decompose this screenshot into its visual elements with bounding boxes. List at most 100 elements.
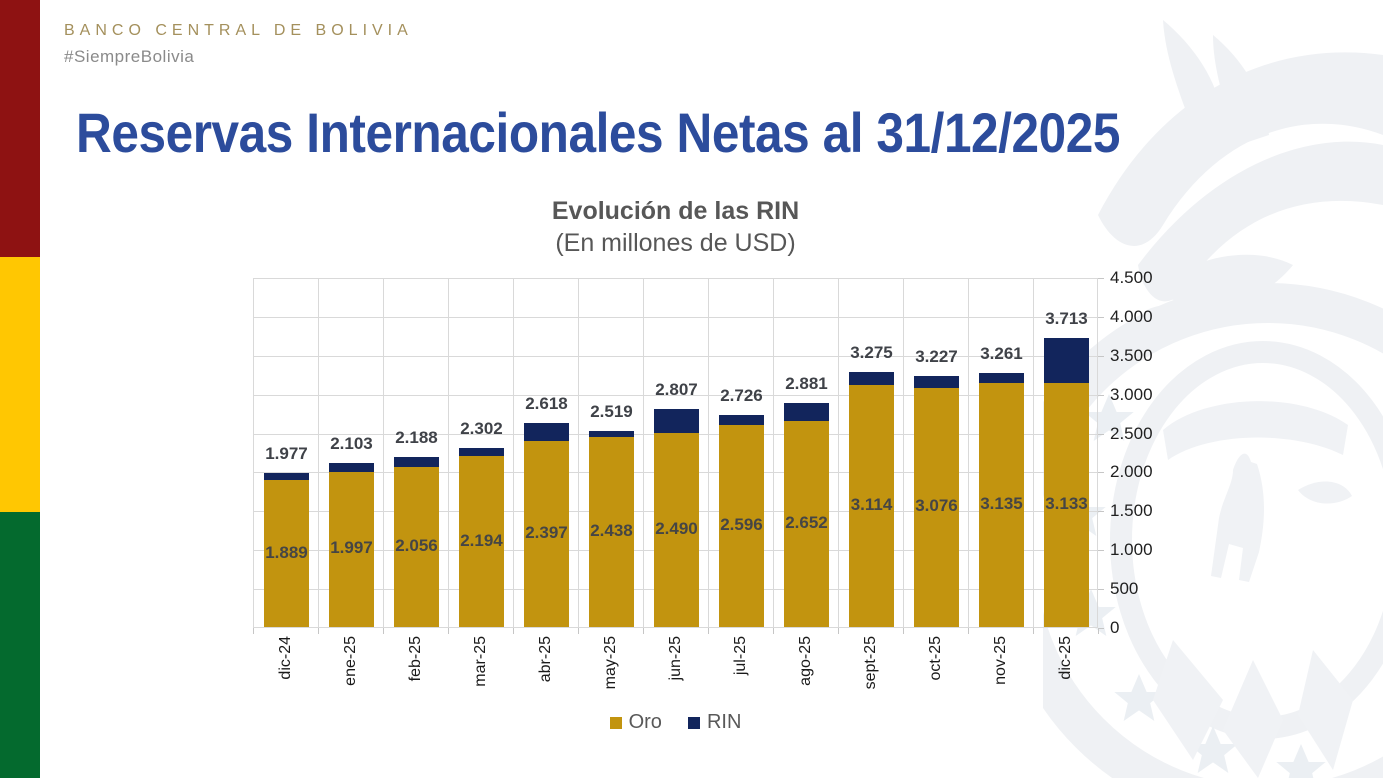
- v-gridline: [903, 279, 904, 627]
- v-gridline: [773, 279, 774, 627]
- legend-label: Oro: [628, 711, 662, 733]
- y-axis-label: 1.000: [1110, 540, 1153, 560]
- v-gridline: [383, 279, 384, 627]
- x-axis-label: mar-25: [471, 636, 489, 687]
- x-axis-label: sept-25: [861, 636, 879, 690]
- x-axis-tick: [643, 628, 644, 634]
- bar-oro-segment: [589, 437, 634, 627]
- v-gridline: [708, 279, 709, 627]
- v-gridline: [643, 279, 644, 627]
- x-axis-label: feb-25: [406, 636, 424, 682]
- bar-rin-segment: [264, 473, 309, 481]
- bar-rin-segment: [524, 423, 569, 441]
- v-gridline: [513, 279, 514, 627]
- bar-total-label: 3.227: [915, 347, 958, 367]
- bar-total-label: 2.881: [785, 373, 828, 393]
- legend-label: RIN: [706, 711, 742, 733]
- bar-rin-segment: [589, 431, 634, 438]
- v-gridline: [318, 279, 319, 627]
- bar-total-label: 2.302: [460, 418, 503, 438]
- page-title: Reservas Internacionales Netas al 31/12/…: [76, 101, 1120, 164]
- legend-item: Oro: [609, 711, 662, 734]
- v-gridline: [838, 279, 839, 627]
- bar-oro-segment: [849, 384, 894, 627]
- x-axis-tick: [773, 628, 774, 634]
- bar-oro-label: 3.133: [1045, 494, 1088, 514]
- bar-oro-label: 2.397: [525, 522, 568, 542]
- y-axis-label: 3.500: [1110, 345, 1153, 365]
- y-axis-tick: [1098, 550, 1104, 552]
- plot-area: 1.977 1.889 2.103 1.997 2.188 2.056 2.302 2.194…: [253, 278, 1098, 628]
- bar-rin-segment: [459, 447, 504, 457]
- x-axis-label: jun-25: [666, 636, 684, 681]
- brand-tagline: #SiempreBolivia: [64, 47, 195, 66]
- bar-total-label: 2.519: [590, 402, 633, 422]
- bar-oro-segment: [784, 420, 829, 627]
- bar-oro-segment: [524, 440, 569, 627]
- y-axis-tick: [1098, 589, 1104, 591]
- y-axis-label: 0: [1110, 618, 1120, 637]
- y-axis-tick: [1098, 355, 1104, 357]
- bar-rin-segment: [979, 373, 1024, 384]
- bar-rin-segment: [914, 376, 959, 388]
- bar-total-label: 3.713: [1045, 309, 1088, 329]
- h-gridline: [254, 316, 1097, 318]
- x-axis-label: ago-25: [796, 636, 814, 686]
- y-axis-tick: [1098, 511, 1104, 513]
- bar-oro-label: 2.596: [720, 515, 763, 535]
- x-axis-label: jul-25: [731, 636, 749, 676]
- bar-rin-segment: [784, 402, 829, 421]
- bar-total-label: 2.618: [525, 394, 568, 414]
- x-axis-tick: [708, 628, 709, 634]
- x-axis-label: may-25: [601, 636, 619, 690]
- legend-swatch: [687, 716, 700, 729]
- bar-total-label: 2.807: [655, 379, 698, 399]
- bar-oro-segment: [459, 456, 504, 627]
- bar-oro-segment: [654, 433, 699, 627]
- bar-oro-label: 3.114: [850, 494, 893, 514]
- bar-oro-label: 1.997: [330, 538, 373, 558]
- y-axis-label: 3.000: [1110, 384, 1153, 404]
- bar-oro-segment: [979, 383, 1024, 627]
- x-axis-label: nov-25: [991, 636, 1009, 685]
- x-axis-tick: [1033, 628, 1034, 634]
- chart-legend: Oro RIN: [253, 711, 1098, 734]
- y-axis-label: 2.000: [1110, 462, 1153, 482]
- x-axis-label: abr-25: [536, 636, 554, 683]
- x-axis-label: dic-25: [1056, 636, 1074, 680]
- legend-swatch: [609, 716, 622, 729]
- y-axis-tick: [1098, 394, 1104, 396]
- bar-oro-segment: [914, 387, 959, 627]
- y-axis-tick: [1098, 278, 1104, 279]
- y-axis-tick: [1098, 628, 1104, 629]
- bar-total-label: 2.726: [720, 385, 763, 405]
- chart-title: Evolución de las RIN: [551, 197, 800, 225]
- x-axis-label: oct-25: [926, 636, 944, 681]
- x-axis-label: dic-24: [276, 636, 294, 680]
- bar-total-label: 2.103: [330, 434, 373, 454]
- bar-oro-label: 2.652: [785, 512, 828, 532]
- bar-rin-segment: [1044, 338, 1089, 384]
- brand-name: BANCO CENTRAL DE BOLIVIA: [64, 22, 413, 39]
- y-axis-tick: [1098, 472, 1104, 474]
- y-axis-tick: [1098, 433, 1104, 435]
- y-axis-label: 2.500: [1110, 423, 1153, 443]
- y-axis-label: 4.500: [1110, 268, 1153, 287]
- bar-oro-label: 2.194: [460, 530, 503, 550]
- x-axis-tick: [838, 628, 839, 634]
- bar-total-label: 2.188: [395, 427, 438, 447]
- legend-item: RIN: [687, 711, 742, 734]
- bar-total-label: 3.275: [850, 343, 893, 363]
- bar-oro-label: 2.056: [395, 536, 438, 556]
- bar-rin-segment: [719, 414, 764, 426]
- stripe-green: [0, 512, 40, 778]
- bar-rin-segment: [654, 408, 699, 434]
- bar-oro-segment: [329, 471, 374, 627]
- bar-rin-segment: [394, 456, 439, 468]
- bar-rin-segment: [849, 372, 894, 385]
- bar-oro-segment: [264, 480, 309, 627]
- x-axis-tick: [968, 628, 969, 634]
- x-axis-tick: [513, 628, 514, 634]
